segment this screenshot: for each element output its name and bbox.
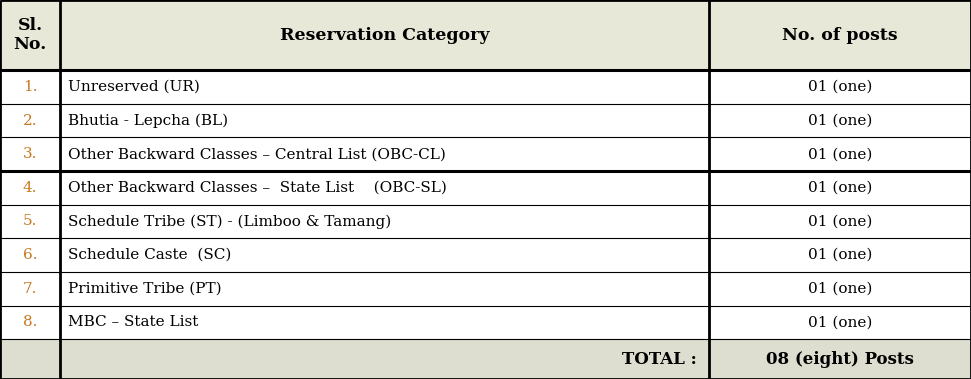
Text: 7.: 7. bbox=[23, 282, 37, 296]
Text: 01 (one): 01 (one) bbox=[808, 282, 872, 296]
Bar bbox=[0, 171, 60, 205]
Text: Sl.
No.: Sl. No. bbox=[14, 17, 47, 53]
Bar bbox=[60, 339, 709, 379]
Bar bbox=[709, 272, 971, 305]
Text: Reservation Category: Reservation Category bbox=[280, 27, 489, 44]
Text: Other Backward Classes – Central List (OBC-CL): Other Backward Classes – Central List (O… bbox=[68, 147, 446, 161]
Text: 01 (one): 01 (one) bbox=[808, 315, 872, 329]
Bar bbox=[0, 138, 60, 171]
Text: 4.: 4. bbox=[23, 181, 37, 195]
Bar bbox=[0, 339, 60, 379]
Text: Unreserved (UR): Unreserved (UR) bbox=[68, 80, 200, 94]
Bar bbox=[0, 104, 60, 138]
Text: 6.: 6. bbox=[23, 248, 37, 262]
Bar bbox=[709, 70, 971, 104]
Text: Other Backward Classes –  State List    (OBC-SL): Other Backward Classes – State List (OBC… bbox=[68, 181, 447, 195]
Bar bbox=[0, 238, 60, 272]
Text: 3.: 3. bbox=[23, 147, 37, 161]
Bar bbox=[709, 0, 971, 70]
Bar bbox=[709, 171, 971, 205]
Bar bbox=[0, 305, 60, 339]
Bar bbox=[0, 205, 60, 238]
Text: TOTAL :: TOTAL : bbox=[622, 351, 697, 368]
Text: Bhutia - Lepcha (BL): Bhutia - Lepcha (BL) bbox=[68, 113, 228, 128]
Text: 5.: 5. bbox=[23, 215, 37, 229]
Text: 08 (eight) Posts: 08 (eight) Posts bbox=[766, 351, 914, 368]
Bar bbox=[60, 0, 709, 70]
Text: 01 (one): 01 (one) bbox=[808, 181, 872, 195]
Bar bbox=[709, 104, 971, 138]
Bar bbox=[0, 272, 60, 305]
Text: Schedule Caste  (SC): Schedule Caste (SC) bbox=[68, 248, 231, 262]
Bar bbox=[709, 238, 971, 272]
Bar bbox=[60, 138, 709, 171]
Text: 01 (one): 01 (one) bbox=[808, 147, 872, 161]
Text: Primitive Tribe (PT): Primitive Tribe (PT) bbox=[68, 282, 221, 296]
Bar bbox=[0, 70, 60, 104]
Bar bbox=[709, 305, 971, 339]
Text: 8.: 8. bbox=[23, 315, 37, 329]
Bar bbox=[709, 339, 971, 379]
Bar bbox=[60, 238, 709, 272]
Bar bbox=[709, 205, 971, 238]
Text: 1.: 1. bbox=[23, 80, 37, 94]
Text: Schedule Tribe (ST) - (Limboo & Tamang): Schedule Tribe (ST) - (Limboo & Tamang) bbox=[68, 214, 391, 229]
Text: MBC – State List: MBC – State List bbox=[68, 315, 198, 329]
Text: 01 (one): 01 (one) bbox=[808, 80, 872, 94]
Bar bbox=[60, 272, 709, 305]
Bar bbox=[60, 104, 709, 138]
Text: No. of posts: No. of posts bbox=[782, 27, 898, 44]
Text: 01 (one): 01 (one) bbox=[808, 248, 872, 262]
Bar bbox=[0, 0, 60, 70]
Text: 01 (one): 01 (one) bbox=[808, 114, 872, 128]
Bar bbox=[60, 305, 709, 339]
Bar bbox=[60, 171, 709, 205]
Bar bbox=[60, 70, 709, 104]
Text: 01 (one): 01 (one) bbox=[808, 215, 872, 229]
Bar bbox=[60, 205, 709, 238]
Bar bbox=[709, 138, 971, 171]
Text: 2.: 2. bbox=[23, 114, 37, 128]
